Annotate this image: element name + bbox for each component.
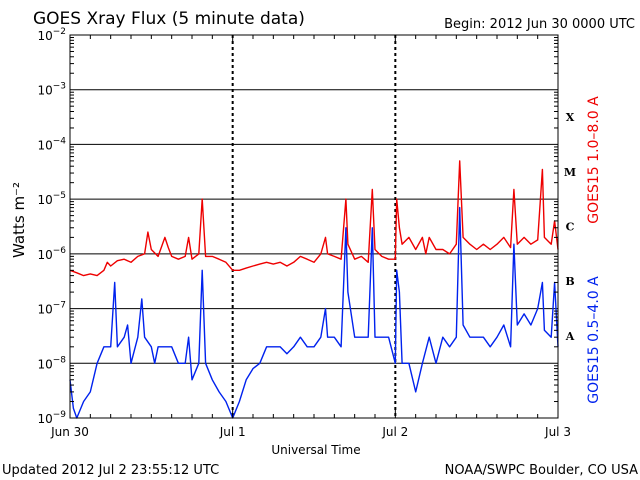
x-tick-label: Jul 3 — [544, 425, 571, 439]
flare-class-label: A — [565, 330, 575, 343]
flare-class-label: X — [566, 111, 575, 124]
plot-frame — [69, 34, 559, 419]
legend-short-channel: GOES15 0.5–4.0 A — [586, 276, 602, 404]
y-tick-label: 10−9 — [37, 410, 66, 426]
credit-text: NOAA/SWPC Boulder, CO USA — [445, 463, 638, 478]
begin-time: Begin: 2012 Jun 30 0000 UTC — [444, 17, 635, 32]
flare-class-label: C — [566, 221, 575, 234]
y-axis-label: Watts m⁻² — [10, 182, 28, 258]
updated-time: Updated 2012 Jul 2 23:55:12 UTC — [2, 463, 219, 478]
y-tick-label: 10−5 — [37, 191, 66, 207]
x-tick-label: Jul 2 — [381, 425, 408, 439]
x-tick-label: Jun 30 — [50, 425, 89, 439]
flare-class-label: M — [564, 166, 576, 179]
chart-title: GOES Xray Flux (5 minute data) — [33, 9, 305, 29]
flare-class-label: B — [565, 275, 574, 288]
y-tick-label: 10−3 — [37, 82, 66, 98]
y-tick-label: 10−6 — [37, 246, 66, 262]
series-line-long-channel — [69, 160, 559, 277]
y-tick-label: 10−8 — [37, 355, 66, 371]
y-tick-label: 10−7 — [37, 301, 66, 317]
y-tick-label: 10−4 — [37, 136, 66, 152]
series-layer — [69, 160, 559, 419]
grid-layer — [70, 34, 558, 419]
series-line-short-channel — [69, 206, 559, 419]
x-tick-label: Jul 1 — [219, 425, 246, 439]
legend-long-channel: GOES15 1.0–8.0 A — [586, 96, 602, 224]
x-axis-label: Universal Time — [271, 443, 360, 457]
y-tick-label: 10−2 — [37, 27, 66, 43]
